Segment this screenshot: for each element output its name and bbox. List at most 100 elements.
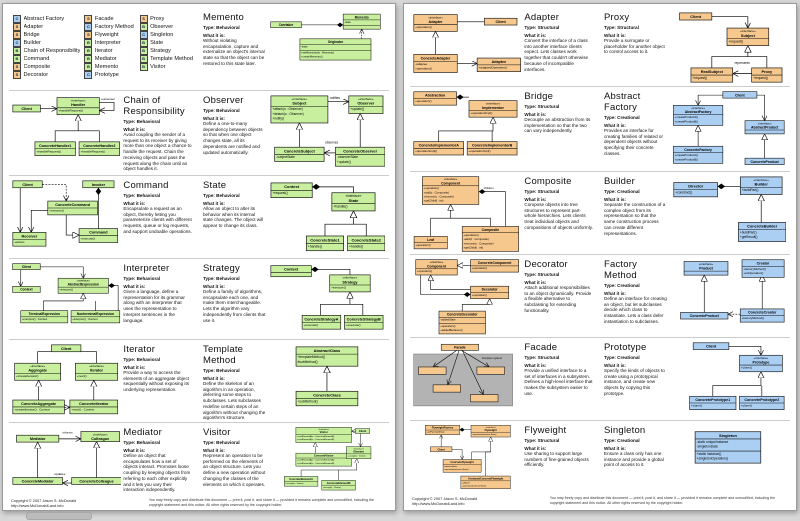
class-box-abstractproduct: «interface»AbstractProduct (744, 120, 785, 135)
pattern-description: Without violating encapsulation, capture… (203, 38, 265, 66)
pattern-type: Type: Structural (604, 25, 639, 30)
svg-text:«interface»: «interface» (71, 99, 86, 103)
svg-text:Composite: Composite (482, 228, 500, 232)
pattern-type-icon: B (84, 55, 93, 63)
svg-text:«interface»: «interface» (319, 428, 330, 431)
svg-text:Builder: Builder (755, 182, 769, 187)
class-box-realsubject: RealSubject +request() (690, 67, 734, 83)
what-it-is-label: What it is: (203, 284, 225, 289)
svg-text:ConcreteDecorator: ConcreteDecorator (447, 313, 478, 317)
uml-edge (77, 351, 97, 364)
svg-text:+adaptedOperation(): +adaptedOperation() (479, 65, 507, 69)
class-box-adaptee: Adaptee+adaptedOperation() (476, 57, 521, 72)
what-it-is-label: What it is: (524, 33, 547, 38)
legend-item-iterator: B Iterator (84, 47, 135, 55)
legend-item-label: Bridge (23, 32, 40, 38)
uml-edge (312, 183, 354, 193)
class-box-subject: «interface»Subject+request() (726, 27, 770, 46)
legend-item-label: Mediator (94, 56, 117, 62)
uml-edge (324, 211, 353, 236)
class-box-concreteflyweight: ConcreteFlyweight-intrinsicState+operati… (442, 459, 482, 473)
uml-edge (451, 449, 462, 459)
diagram-area-proxy: Client «interface» Subject +request() RealSu… (670, 11, 786, 85)
class-box-concretecreator: ConcreteCreator+factoryMethod() (740, 308, 785, 323)
pattern-type-icon: B (13, 47, 21, 55)
svg-text:Client: Client (359, 429, 366, 433)
class-box-invoker: Invoker (82, 180, 115, 189)
svg-text:+handle(): +handle() (308, 244, 322, 248)
pattern-description: Provide a surrogate or placeholder for a… (604, 38, 665, 55)
legend-item-builder: C Builder (13, 39, 80, 47)
svg-text:+execute(): +execute() (49, 209, 64, 213)
svg-text:ConcreteStrategyA: ConcreteStrategyA (304, 317, 338, 321)
section-row-2: Client «interface» Handler +handleRequest()… (9, 90, 389, 175)
horizontal-scrollbar-thumb[interactable] (26, 512, 92, 520)
diagram-area-mediator: Mediator «interface» Colleague ConcreteMedi… (11, 426, 122, 492)
svg-text:+subMethod(): +subMethod() (298, 399, 318, 403)
uml-edge (757, 94, 765, 121)
pattern-info-singleton: Singleton Type: Creational What it is: Ensu… (602, 424, 670, 490)
class-box-visitor: «interface»Visitor+visitElementA(e : Con… (295, 427, 352, 443)
what-it-is-label: What it is: (604, 123, 626, 128)
svg-text:+handle(): +handle() (333, 204, 347, 208)
uml-diagram: Abstraction+operation() «interface»Implem… (413, 91, 518, 156)
svg-text:+getChild(i : int): +getChild(i : int) (424, 199, 444, 203)
uml-edge (712, 372, 761, 397)
svg-text:+next(): +next() (77, 374, 87, 378)
pattern-type: Type: Behavioral (123, 276, 161, 281)
svg-text:ConcreteAggregate: ConcreteAggregate (21, 402, 56, 406)
svg-text:+handleRequest(): +handleRequest() (36, 149, 61, 153)
what-it-is-label: What it is: (604, 197, 626, 202)
diagram-area-command: Client Invoker ConcreteCommand +execute() Re… (11, 179, 121, 257)
pattern-type: Type: Creational (604, 438, 640, 443)
svg-text:+detach(o : Observer): +detach(o : Observer) (272, 112, 303, 116)
subsystem-class-box (418, 366, 447, 375)
pattern-type: Type: Creational (604, 189, 640, 194)
svg-text:Client: Client (61, 347, 72, 351)
pattern-info-interpreter: Interpreter Type: Behavioral What it is: Gi… (121, 262, 195, 338)
legend-item-label: Factory Method (94, 24, 134, 30)
edge-label: successor (101, 97, 115, 101)
svg-text:+visitElementB(e : ConcreteEle: +visitElementB(e : ConcreteElementB) (297, 438, 335, 441)
pattern-type-icon: C (13, 39, 21, 47)
svg-text:ConcreteStrategyB: ConcreteStrategyB (347, 317, 381, 321)
class-box-command: Command+execute() (78, 228, 119, 243)
svg-text:+notify(): +notify() (272, 117, 284, 121)
svg-text:Adapter: Adapter (429, 20, 443, 24)
uml-edge (99, 101, 115, 110)
svg-text:UnsharedConcreteFlyweight: UnsharedConcreteFlyweight (468, 476, 503, 480)
class-box-client: Client (679, 12, 713, 21)
svg-text:+add(c : Composite): +add(c : Composite) (424, 190, 449, 194)
svg-text:+operation(): +operation() (417, 269, 432, 273)
svg-text:+accept(v : Visitor): +accept(v : Visitor) (347, 454, 365, 457)
uml-edge (37, 351, 57, 364)
pattern-description: Define the skeleton of an algorithm in a… (203, 381, 266, 421)
website-line: http://www.McDonaldLand.info (412, 501, 465, 507)
uml-diagram: Singleton -static uniqueInstance-singleto… (694, 431, 762, 464)
diagram-area-abstract_factory: Client «interface» AbstractFactory +createP… (670, 90, 786, 170)
pattern-type-icon: B (139, 47, 148, 55)
svg-text:Facade: Facade (454, 346, 466, 350)
section-row-5: Facade Complex system Facade Type: Structur… (410, 337, 790, 420)
legend-column-3: S Proxy B Observer C Singleton B State B Strategy… (139, 15, 193, 79)
uml-edge (448, 350, 460, 384)
svg-text:«interface»: «interface» (343, 276, 358, 280)
legend-item-label: Strategy (150, 48, 171, 54)
pattern-type-icon: C (84, 23, 93, 31)
class-box-component: «interface»Component+operation() (415, 259, 458, 276)
class-box-proxy: Proxy +request() (751, 67, 783, 83)
svg-text:+accept(v : Visitor): +accept(v : Visitor) (323, 486, 341, 489)
diagram-area-builder: Director +construct() «interface» Builder +b… (670, 175, 786, 253)
pattern-section-bridge: Abstraction +operation() «interface» Implem… (410, 87, 600, 171)
svg-text:-adaptee: -adaptee (415, 62, 427, 66)
what-it-is-label: What it is: (203, 33, 225, 38)
pattern-title: Composite (524, 176, 572, 187)
svg-text:+attach(o : Observer): +attach(o : Observer) (272, 107, 303, 111)
pattern-title: Mediator (123, 427, 162, 438)
svg-text:Command: Command (89, 231, 108, 235)
uml-edge (311, 266, 351, 275)
svg-text:+createProductB(): +createProductB() (675, 119, 698, 123)
svg-text:Originator: Originator (328, 40, 344, 44)
pattern-section-iterator: Client «interface» Aggregate +createIterato… (9, 340, 199, 422)
svg-text:Context: Context (20, 288, 33, 292)
